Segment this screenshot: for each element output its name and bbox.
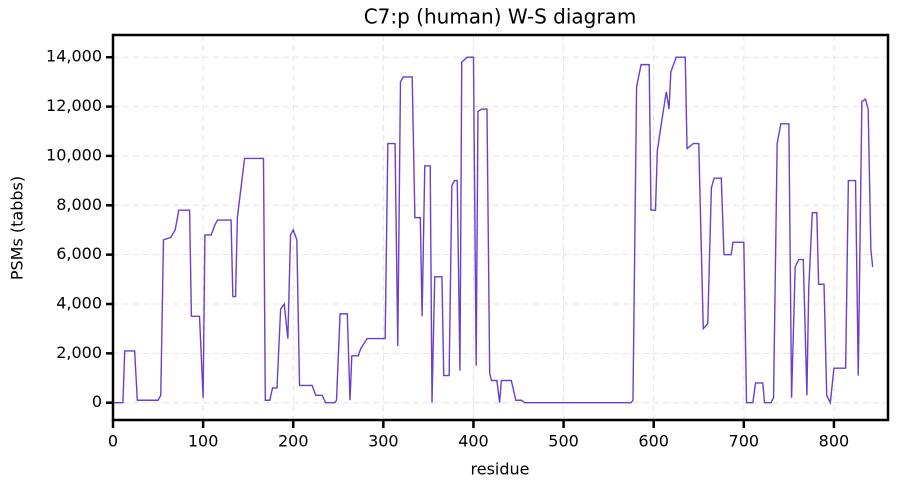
x-tick-label: 400 [458,432,489,451]
x-tick-label: 100 [188,432,219,451]
x-tick-label: 800 [819,432,850,451]
y-tick-label: 0 [92,392,102,411]
y-tick-label: 4,000 [56,294,102,313]
x-tick-label: 500 [548,432,579,451]
y-tick-label: 10,000 [46,145,102,164]
data-line [113,56,874,406]
y-axis-label: PSMs (tabbs) [8,176,27,280]
x-tick-label: 600 [638,432,669,451]
plot-frame [111,33,890,422]
y-tick-label: 6,000 [56,244,102,263]
y-tick-label: 8,000 [56,195,102,214]
x-tick-label: 200 [278,432,309,451]
x-axis-label: residue [471,460,530,479]
y-tick-label: 14,000 [46,47,102,66]
chart-title: C7:p (human) W-S diagram [364,5,637,29]
x-tick-label: 300 [368,432,399,451]
x-tick-label: 700 [729,432,760,451]
x-tick-label: 0 [108,432,118,451]
y-tick-label: 2,000 [56,343,102,362]
y-tick-label: 12,000 [46,96,102,115]
